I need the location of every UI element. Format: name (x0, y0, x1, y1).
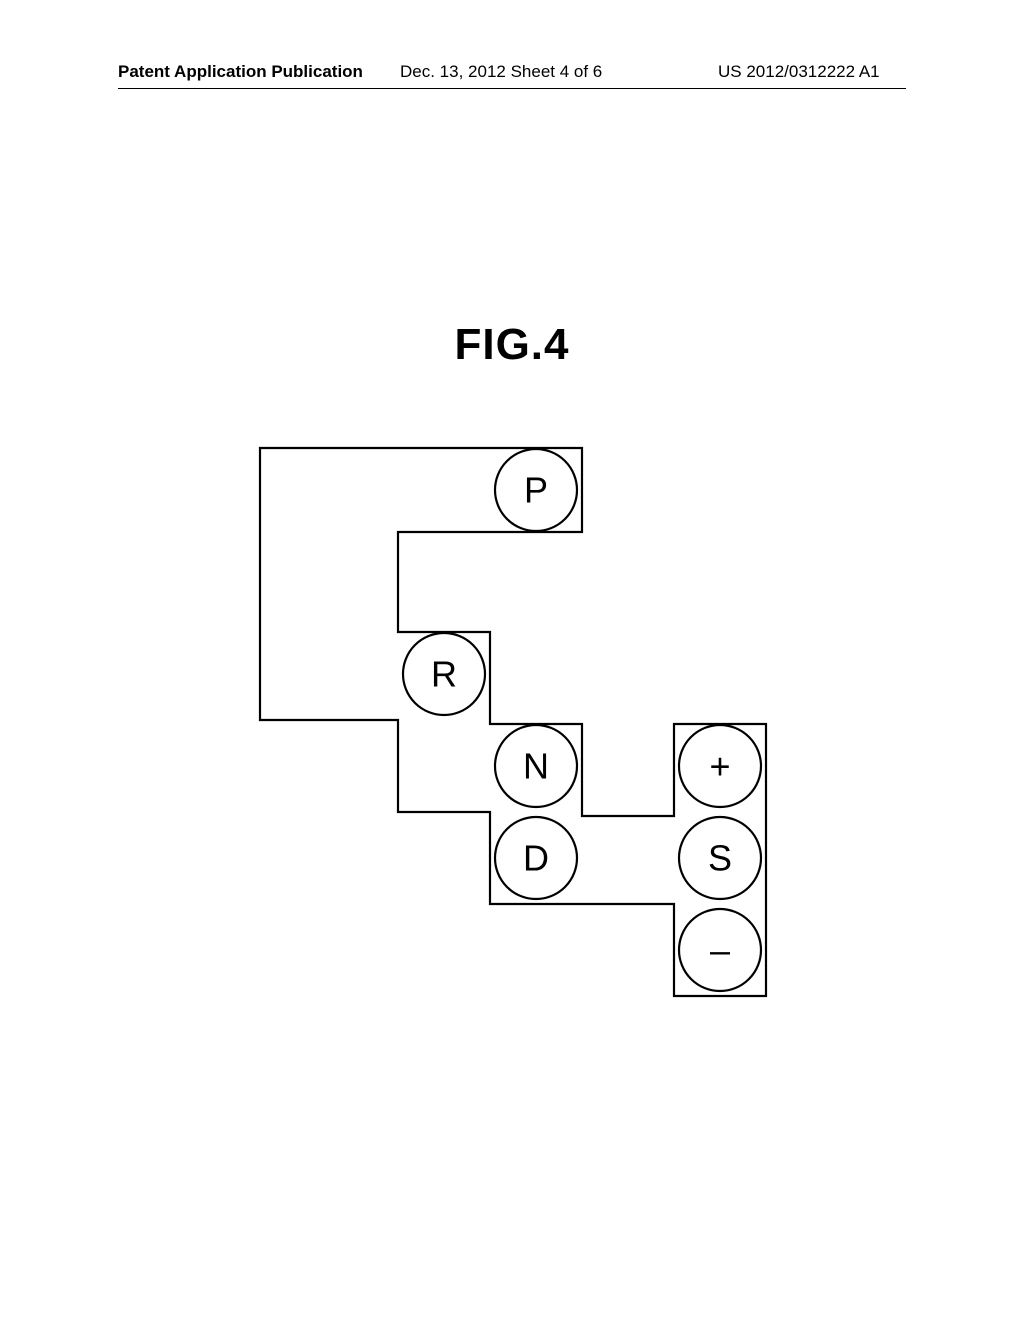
label-P: P (524, 470, 548, 511)
figure-title: FIG.4 (0, 320, 1024, 370)
header-publication: Patent Application Publication (118, 62, 363, 82)
position-plus: + (679, 725, 761, 807)
label-minus: – (710, 930, 730, 971)
position-minus: – (679, 909, 761, 991)
position-N: N (495, 725, 577, 807)
position-S: S (679, 817, 761, 899)
label-N: N (523, 746, 549, 787)
header-date-sheet: Dec. 13, 2012 Sheet 4 of 6 (400, 62, 602, 82)
position-P: P (495, 449, 577, 531)
label-D: D (523, 838, 549, 879)
header-pub-number: US 2012/0312222 A1 (718, 62, 880, 82)
shift-gate-diagram: P R N D + S (250, 440, 810, 1000)
position-R: R (403, 633, 485, 715)
position-D: D (495, 817, 577, 899)
gate-outline-path (260, 448, 766, 996)
header-rule (118, 88, 906, 89)
label-S: S (708, 838, 732, 879)
label-R: R (431, 654, 457, 695)
label-plus: + (709, 746, 730, 787)
